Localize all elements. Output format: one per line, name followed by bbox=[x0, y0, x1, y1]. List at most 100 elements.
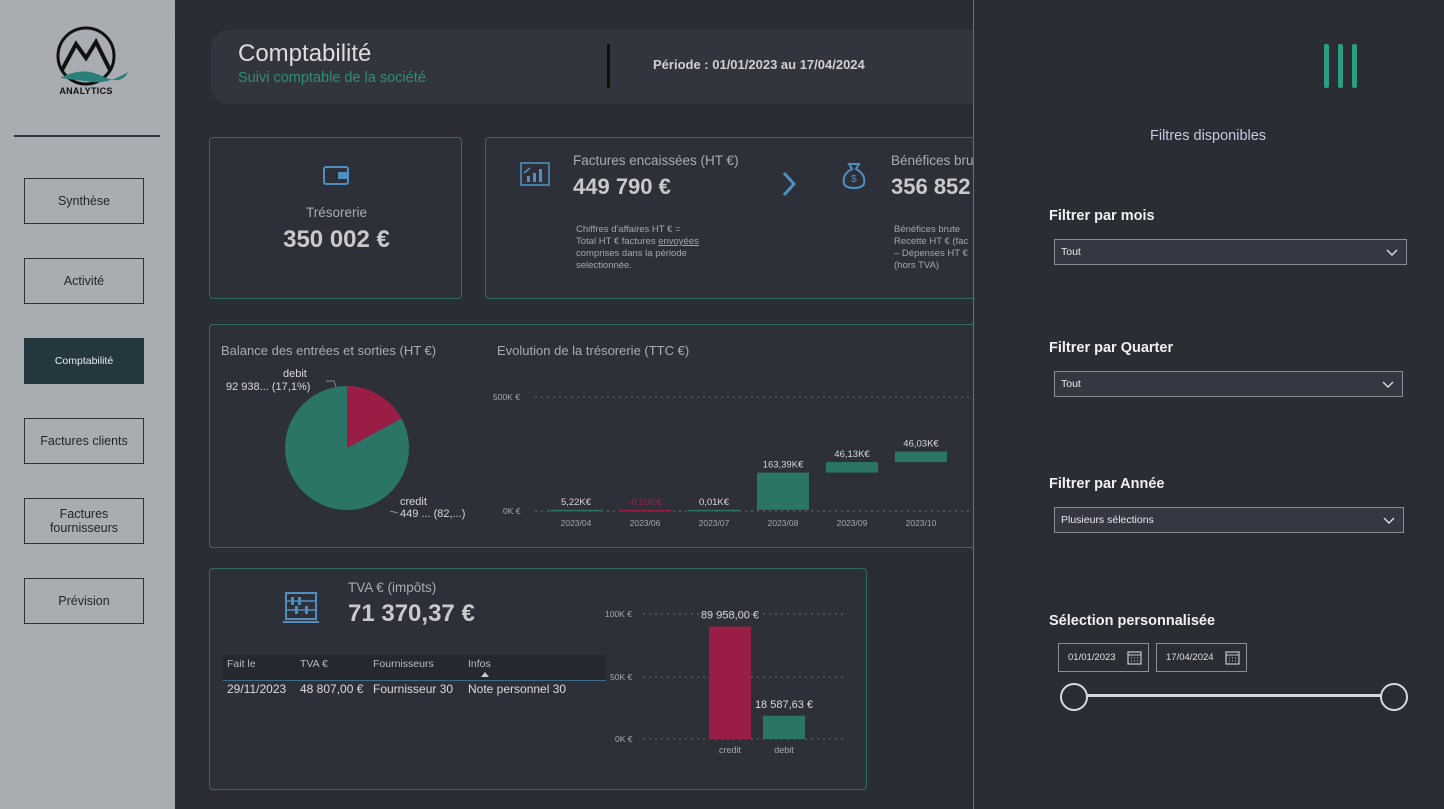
tva-cell-info: Note personnel 30 bbox=[468, 682, 567, 696]
table-row[interactable]: 29/11/2023 48 807,00 € Fournisseur 30 No… bbox=[223, 681, 606, 701]
chevron-down-icon bbox=[1382, 381, 1394, 388]
tva-ytick-0k: 0K € bbox=[615, 734, 633, 744]
filter-month-label: Filtrer par mois bbox=[1049, 208, 1155, 224]
filter-quarter-label: Filtrer par Quarter bbox=[1049, 340, 1174, 356]
factures-value: 449 790 € bbox=[573, 174, 671, 199]
pie-leader-credit bbox=[389, 510, 399, 514]
nav-comptabilite-button[interactable]: Comptabilité bbox=[24, 338, 144, 384]
tva-table-header: Fait le TVA € Fournisseurs Infos bbox=[223, 655, 606, 681]
evo-x-tick: 2023/06 bbox=[630, 518, 661, 528]
tva-ytick-50k: 50K € bbox=[610, 672, 632, 682]
filter-year-dropdown[interactable]: Plusieurs sélections bbox=[1054, 507, 1404, 533]
factures-note-line2: Total HT € factures envoyées bbox=[576, 236, 699, 248]
evo-bar-label: 5,22K€ bbox=[561, 497, 592, 508]
tva-col-infos[interactable]: Infos bbox=[468, 658, 491, 670]
pie-label-credit: credit bbox=[400, 496, 427, 508]
evo-bar bbox=[895, 451, 947, 463]
filter-quarter-value: Tout bbox=[1061, 378, 1081, 390]
benefices-value: 356 852 bbox=[891, 174, 971, 199]
tva-x-tick: credit bbox=[719, 745, 742, 755]
filter-panel: Filtres disponibles Filtrer par mois Tou… bbox=[973, 0, 1444, 809]
balance-pie-chart: debit 92 938... (17,1%) credit 449 ... (… bbox=[226, 368, 465, 520]
filter-year-label: Filtrer par Année bbox=[1049, 476, 1165, 492]
tresorerie-title: Trésorerie bbox=[305, 205, 367, 220]
date-from-value: 01/01/2023 bbox=[1068, 652, 1116, 663]
tva-col-fait-le[interactable]: Fait le bbox=[227, 658, 256, 670]
abacus-icon bbox=[283, 592, 319, 623]
nav-factures-clients-button[interactable]: Factures clients bbox=[24, 418, 144, 464]
date-range-slider-track[interactable] bbox=[1074, 694, 1394, 697]
evo-x-tick: 2023/09 bbox=[837, 518, 868, 528]
tva-bar bbox=[709, 626, 751, 739]
filter-custom-label: Sélection personnalisée bbox=[1049, 613, 1216, 629]
benefices-note: Bénéfices brute Recette HT € (fac – Dépe… bbox=[894, 224, 968, 272]
factures-title: Factures encaissées (HT €) bbox=[573, 153, 739, 168]
page-subtitle: Suivi comptable de la société bbox=[238, 70, 426, 86]
nav-factures-fournisseurs-button[interactable]: Factures fournisseurs bbox=[24, 498, 144, 544]
date-range-slider-start-handle[interactable] bbox=[1060, 683, 1088, 711]
benefices-note-line3: – Dépenses HT € bbox=[894, 248, 968, 259]
menu-icon[interactable] bbox=[1324, 44, 1358, 88]
evo-bar bbox=[757, 472, 809, 510]
evo-x-tick: 2023/07 bbox=[699, 518, 730, 528]
tva-bar-label: 89 958,00 € bbox=[701, 610, 759, 622]
factures-note-line3: comprises dans la période bbox=[576, 248, 687, 259]
factures-note-link: envoyées bbox=[658, 236, 699, 247]
factures-benefices-card: Factures encaissées (HT €) 449 790 € Chi… bbox=[485, 137, 1005, 299]
logo-icon bbox=[56, 26, 128, 86]
nav-synthese-button[interactable]: Synthèse bbox=[24, 178, 144, 224]
pie-value-debit: 92 938... (17,1%) bbox=[226, 381, 310, 393]
chevron-down-icon bbox=[1383, 517, 1395, 524]
tva-col-tva[interactable]: TVA € bbox=[300, 658, 328, 670]
evo-bar-label: 46,13K€ bbox=[834, 449, 870, 460]
svg-text:$: $ bbox=[851, 174, 857, 185]
nav-prevision-button[interactable]: Prévision bbox=[24, 578, 144, 624]
pie-slice-debit bbox=[347, 386, 402, 448]
date-from-input[interactable]: 01/01/2023 bbox=[1058, 643, 1149, 672]
logo-text: ANALYTICS bbox=[59, 86, 113, 96]
tva-title: TVA € (impôts) bbox=[348, 580, 437, 595]
date-to-input[interactable]: 17/04/2024 bbox=[1156, 643, 1247, 672]
evo-x-tick: 2023/08 bbox=[768, 518, 799, 528]
nav-activite-button[interactable]: Activité bbox=[24, 258, 144, 304]
tva-table-divider bbox=[223, 680, 606, 681]
sort-up-icon[interactable] bbox=[480, 671, 490, 678]
evo-bar bbox=[688, 509, 740, 512]
bar-chart-icon bbox=[520, 162, 550, 186]
factures-note-line2-text: Total HT € factures bbox=[576, 236, 659, 247]
benefices-title: Bénéfices brut bbox=[891, 153, 978, 168]
tva-col-fournisseurs[interactable]: Fournisseurs bbox=[373, 658, 434, 670]
evo-bar bbox=[619, 509, 671, 512]
evo-bar bbox=[550, 509, 602, 512]
factures-note: Chiffres d'affaires HT € = Total HT € fa… bbox=[576, 224, 699, 272]
tresorerie-card: Trésorerie 350 002 € bbox=[209, 137, 462, 299]
evo-x-tick: 2023/04 bbox=[561, 518, 592, 528]
calendar-icon[interactable] bbox=[1225, 650, 1240, 665]
tva-ytick-100k: 100K € bbox=[605, 609, 632, 619]
filter-quarter-dropdown[interactable]: Tout bbox=[1054, 371, 1403, 397]
date-range-slider-end-handle[interactable] bbox=[1380, 683, 1408, 711]
evo-bar-label: 163,39K€ bbox=[763, 460, 804, 471]
filter-panel-title: Filtres disponibles bbox=[1150, 128, 1267, 144]
chevron-right-icon[interactable] bbox=[780, 171, 798, 197]
calendar-icon[interactable] bbox=[1127, 650, 1142, 665]
filter-month-dropdown[interactable]: Tout bbox=[1054, 239, 1407, 265]
sidebar: ANALYTICS Synthèse Activité Comptabilité… bbox=[0, 0, 175, 809]
pie-value-credit: 449 ... (82,...) bbox=[400, 508, 465, 520]
header-divider bbox=[607, 44, 610, 88]
factures-note-line4: selectionnée. bbox=[576, 260, 632, 271]
benefices-note-line4: (hors TVA) bbox=[894, 260, 940, 271]
evo-bar-label: 0,01K€ bbox=[699, 497, 730, 508]
chevron-down-icon bbox=[1386, 249, 1398, 256]
tva-value: 71 370,37 € bbox=[348, 600, 475, 627]
pie-slice-credit bbox=[285, 386, 409, 510]
filter-month-value: Tout bbox=[1061, 246, 1081, 258]
period-label: Période : 01/01/2023 au 17/04/2024 bbox=[653, 57, 865, 72]
tresorerie-value: 350 002 € bbox=[283, 226, 390, 253]
tva-x-tick: debit bbox=[774, 745, 794, 755]
charts-card: Balance des entrées et sorties (HT €) Ev… bbox=[209, 324, 1010, 548]
filter-year-value: Plusieurs sélections bbox=[1061, 514, 1154, 526]
evo-bar-label: 46,03K€ bbox=[903, 439, 939, 450]
evo-bar bbox=[826, 462, 878, 473]
tva-bar-chart: 100K € 50K € 0K € 89 958,00 € credit 18 58… bbox=[605, 609, 843, 755]
